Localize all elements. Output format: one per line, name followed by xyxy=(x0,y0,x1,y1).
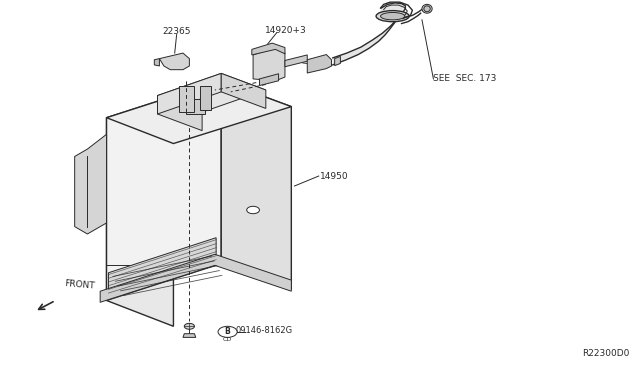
Polygon shape xyxy=(395,4,405,15)
Circle shape xyxy=(184,323,195,329)
Polygon shape xyxy=(385,20,396,35)
Ellipse shape xyxy=(381,13,404,20)
Polygon shape xyxy=(157,96,202,131)
Polygon shape xyxy=(221,73,266,109)
Circle shape xyxy=(246,206,259,214)
Polygon shape xyxy=(183,334,196,337)
Polygon shape xyxy=(397,6,405,17)
Polygon shape xyxy=(285,55,307,67)
Polygon shape xyxy=(394,9,405,23)
Polygon shape xyxy=(380,4,388,17)
Text: 22365: 22365 xyxy=(163,27,191,36)
Polygon shape xyxy=(186,99,205,114)
Polygon shape xyxy=(333,53,347,65)
Text: 14920+3: 14920+3 xyxy=(266,26,307,35)
Polygon shape xyxy=(106,81,291,144)
Ellipse shape xyxy=(422,4,432,13)
Ellipse shape xyxy=(424,6,430,12)
Polygon shape xyxy=(108,238,216,295)
Polygon shape xyxy=(179,86,194,112)
Polygon shape xyxy=(157,73,221,114)
Polygon shape xyxy=(157,73,266,112)
Polygon shape xyxy=(100,254,291,302)
Polygon shape xyxy=(221,81,291,289)
Ellipse shape xyxy=(376,11,409,22)
Polygon shape xyxy=(358,40,372,55)
Polygon shape xyxy=(369,33,383,48)
Polygon shape xyxy=(106,81,221,301)
Polygon shape xyxy=(106,118,173,326)
Polygon shape xyxy=(253,48,285,81)
Polygon shape xyxy=(252,43,285,55)
Polygon shape xyxy=(379,26,390,41)
Text: 14950: 14950 xyxy=(320,171,349,180)
Polygon shape xyxy=(390,3,401,13)
Polygon shape xyxy=(390,14,401,29)
Polygon shape xyxy=(346,47,361,60)
Circle shape xyxy=(218,326,237,337)
Text: R22300D0: R22300D0 xyxy=(582,349,629,358)
Polygon shape xyxy=(159,53,189,70)
Text: SEE  SEC. 173: SEE SEC. 173 xyxy=(433,74,497,83)
Polygon shape xyxy=(154,59,159,66)
Polygon shape xyxy=(75,134,106,234)
Polygon shape xyxy=(200,86,211,110)
Polygon shape xyxy=(307,55,332,73)
Polygon shape xyxy=(259,74,278,86)
Text: CD: CD xyxy=(223,337,232,343)
Polygon shape xyxy=(335,57,340,65)
Text: B: B xyxy=(225,327,230,336)
Text: FRONT: FRONT xyxy=(64,279,95,291)
Polygon shape xyxy=(385,3,395,13)
Text: 09146-8162G: 09146-8162G xyxy=(236,326,293,335)
